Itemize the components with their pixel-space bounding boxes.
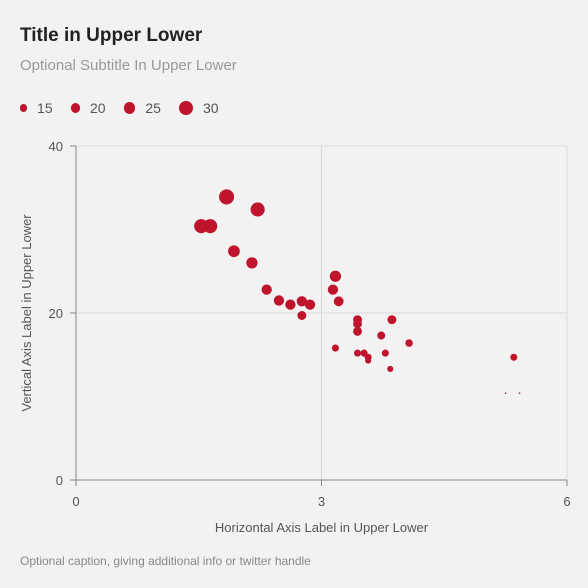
- legend-marker-icon: [20, 104, 28, 112]
- data-point: [203, 219, 218, 234]
- y-tick-label: 0: [56, 473, 63, 488]
- chart-subtitle: Optional Subtitle In Upper Lower: [20, 57, 237, 74]
- size-legend: 15 20 25 30: [20, 100, 237, 116]
- legend-marker-icon: [123, 102, 136, 114]
- data-point: [381, 349, 389, 357]
- legend-label: 25: [145, 100, 161, 116]
- legend-marker-icon: [70, 103, 81, 113]
- data-point: [296, 296, 308, 307]
- data-point: [327, 284, 339, 295]
- data-point: [297, 311, 307, 320]
- data-point: [304, 299, 316, 310]
- data-point: [219, 189, 235, 205]
- legend-label: 30: [203, 100, 219, 116]
- data-point: [331, 344, 339, 352]
- data-point: [387, 315, 397, 325]
- chart-title: Title in Upper Lower: [20, 25, 203, 46]
- legend-item: 15: [20, 100, 53, 116]
- x-axis-label: Horizontal Axis Label in Upper Lower: [215, 520, 429, 535]
- legend-item: 25: [123, 100, 161, 116]
- y-tick-label: 40: [49, 139, 63, 154]
- y-tick-label: 20: [49, 306, 63, 321]
- x-tick-label: 0: [72, 494, 79, 509]
- legend-label: 20: [90, 100, 106, 116]
- data-point: [228, 245, 240, 258]
- chart-caption: Optional caption, giving additional info…: [20, 554, 311, 568]
- data-point: [387, 365, 394, 372]
- data-point: [246, 257, 258, 269]
- y-axis-label: Vertical Axis Label in Upper Lower: [19, 214, 34, 412]
- x-tick-label: 6: [563, 494, 570, 509]
- data-point: [518, 392, 521, 394]
- data-point: [285, 299, 296, 310]
- data-point: [353, 326, 362, 336]
- x-tick-label: 3: [318, 494, 325, 509]
- data-point: [510, 353, 518, 361]
- data-point: [329, 270, 342, 282]
- data-point: [353, 349, 362, 357]
- data-point: [273, 295, 285, 306]
- data-point: [365, 357, 372, 364]
- data-point: [261, 284, 272, 295]
- data-point: [333, 296, 344, 307]
- legend-item: 30: [178, 100, 219, 116]
- legend-marker-icon: [178, 100, 194, 116]
- data-point: [504, 392, 507, 394]
- data-point: [405, 339, 413, 347]
- data-point: [250, 202, 265, 217]
- data-point: [353, 319, 362, 329]
- legend-item: 20: [70, 100, 106, 116]
- data-point: [377, 331, 386, 340]
- legend-label: 15: [37, 100, 53, 116]
